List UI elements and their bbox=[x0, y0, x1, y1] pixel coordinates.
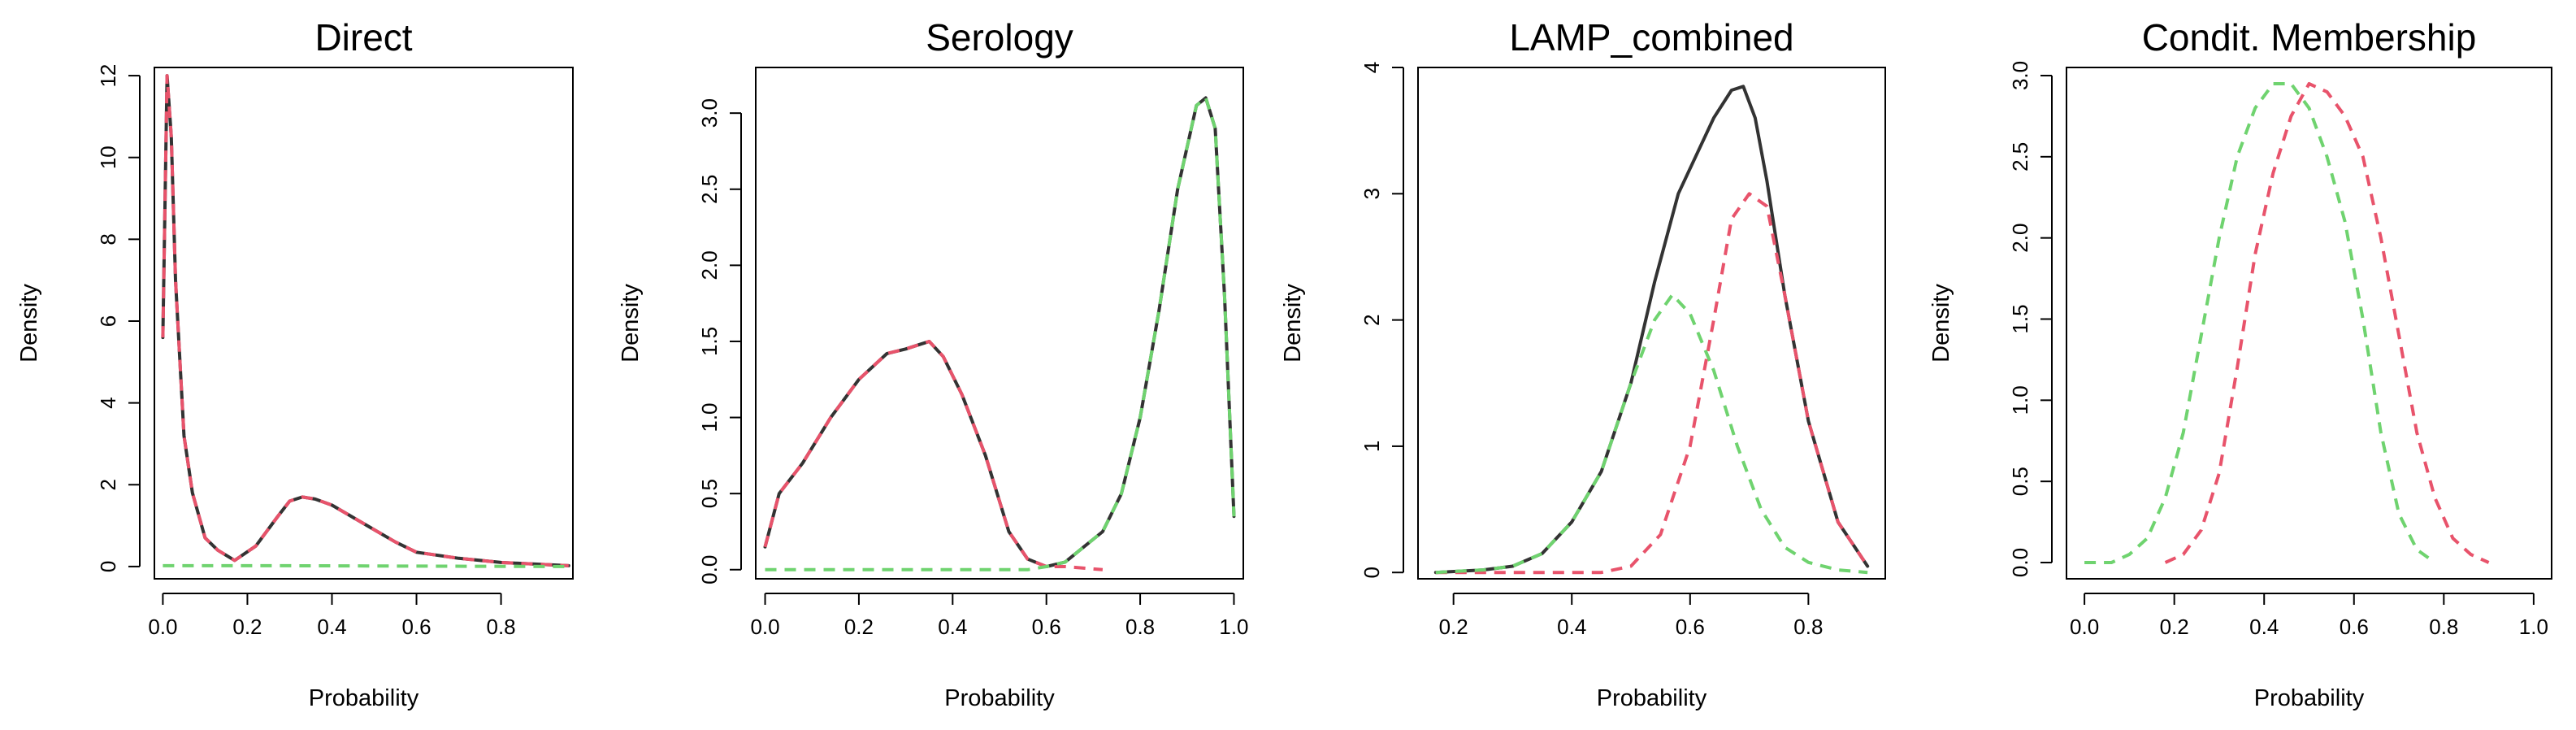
x-tick-label: 0.8 bbox=[486, 615, 515, 639]
y-tick-label: 1.5 bbox=[697, 327, 722, 356]
plot-frame bbox=[1417, 67, 1886, 580]
y-tick-label: 3.0 bbox=[697, 98, 722, 128]
x-tick-label: 0.2 bbox=[1439, 615, 1468, 639]
series-line-dashed bbox=[1435, 293, 1868, 575]
x-tick-label: 0.6 bbox=[401, 615, 431, 639]
panel-title: Direct bbox=[314, 16, 412, 59]
y-tick-label: 2.5 bbox=[697, 175, 722, 204]
x-tick-label: 0.4 bbox=[317, 615, 346, 639]
x-tick-label: 0.0 bbox=[148, 615, 177, 639]
x-tick-label: 0.2 bbox=[232, 615, 262, 639]
x-tick-label: 0.6 bbox=[1032, 615, 1061, 639]
y-tick-label: 0.5 bbox=[2008, 467, 2032, 496]
panel-condit-membership: 0.0 0.2 0.4 0.6 0.8 1.0 0.0 0.5 1.0 1.5 2.0 2.5 3.0 C… bbox=[1928, 16, 2552, 711]
y-axis-label: Density bbox=[1280, 284, 1306, 363]
x-tick-label: 1.0 bbox=[1219, 615, 1248, 639]
x-tick-label: 0.0 bbox=[2070, 615, 2099, 639]
y-tick-label: 2.0 bbox=[697, 250, 722, 280]
series-line-dashed bbox=[2164, 82, 2490, 564]
y-tick-label: 2 bbox=[96, 479, 120, 490]
y-tick-label: 2.5 bbox=[2008, 142, 2032, 172]
plot-frame bbox=[2066, 67, 2552, 580]
x-tick-label: 0.4 bbox=[2249, 615, 2279, 639]
x-axis-label: Probability bbox=[1597, 685, 1707, 711]
y-tick-label: 2 bbox=[1360, 314, 1384, 325]
x-tick-label: 0.6 bbox=[1676, 615, 1705, 639]
panel-direct: 0.0 0.2 0.4 0.6 0.8 0 2 4 6 8 10 12 Direct Probabilit… bbox=[16, 16, 574, 711]
x-tick-label: 0.4 bbox=[1557, 615, 1586, 639]
panel-title: Condit. Membership bbox=[2142, 16, 2477, 59]
y-tick-label: 3.0 bbox=[2008, 61, 2032, 90]
x-tick-label: 0.2 bbox=[2160, 615, 2189, 639]
x-tick-label: 0.8 bbox=[1793, 615, 1823, 639]
plot-frame bbox=[154, 67, 574, 580]
x-tick-label: 0.4 bbox=[938, 615, 967, 639]
series-line-solid bbox=[763, 96, 1236, 568]
series-line-dashed bbox=[161, 74, 569, 567]
y-tick-label: 4 bbox=[96, 397, 120, 408]
series-line-dashed bbox=[1435, 192, 1869, 575]
y-tick-label: 0 bbox=[1360, 567, 1384, 578]
x-tick-label: 0.8 bbox=[2429, 615, 2458, 639]
y-tick-label: 10 bbox=[96, 146, 120, 169]
plot-frame bbox=[755, 67, 1244, 580]
y-tick-label: 1.5 bbox=[2008, 304, 2032, 333]
y-tick-label: 6 bbox=[96, 315, 120, 327]
y-tick-label: 0 bbox=[96, 561, 120, 572]
series-line-dashed bbox=[763, 340, 1104, 571]
series-line-solid bbox=[161, 74, 570, 567]
x-tick-label: 0.8 bbox=[1125, 615, 1155, 639]
y-tick-label: 8 bbox=[96, 233, 120, 245]
y-tick-label: 0.0 bbox=[697, 555, 722, 584]
y-tick-label: 3 bbox=[1360, 188, 1384, 199]
panel-serology: 0.0 0.2 0.4 0.6 0.8 1.0 0.0 0.5 1.0 1.5 2.0 2.5 3.0 S… bbox=[618, 16, 1249, 711]
y-tick-label: 0.0 bbox=[2008, 548, 2032, 577]
y-tick-label: 4 bbox=[1360, 62, 1384, 73]
y-tick-label: 1 bbox=[1360, 441, 1384, 452]
series-line-dashed bbox=[163, 563, 569, 568]
series-line-dashed bbox=[2084, 82, 2436, 564]
y-axis-label: Density bbox=[1928, 284, 1954, 363]
x-tick-label: 1.0 bbox=[2519, 615, 2548, 639]
y-tick-label: 12 bbox=[96, 64, 120, 88]
y-tick-label: 1.0 bbox=[697, 402, 722, 432]
y-tick-label: 0.5 bbox=[697, 479, 722, 508]
panel-title: Serology bbox=[926, 16, 1073, 59]
y-tick-label: 1.0 bbox=[2008, 385, 2032, 415]
y-tick-label: 2.0 bbox=[2008, 224, 2032, 253]
y-axis-label: Density bbox=[618, 284, 644, 363]
series-line-dashed bbox=[765, 96, 1236, 571]
y-axis-label: Density bbox=[16, 284, 42, 363]
panel-title: LAMP_combined bbox=[1509, 16, 1793, 59]
x-tick-label: 0.6 bbox=[2340, 615, 2369, 639]
x-axis-label: Probability bbox=[944, 685, 1055, 711]
x-axis-label: Probability bbox=[2254, 685, 2365, 711]
x-tick-label: 0.2 bbox=[844, 615, 874, 639]
x-axis-label: Probability bbox=[309, 685, 419, 711]
x-tick-label: 0.0 bbox=[750, 615, 779, 639]
panel-lamp-combined: 0.2 0.4 0.6 0.8 0 1 2 3 4 LAMP_combined Probabilit… bbox=[1280, 16, 1886, 711]
